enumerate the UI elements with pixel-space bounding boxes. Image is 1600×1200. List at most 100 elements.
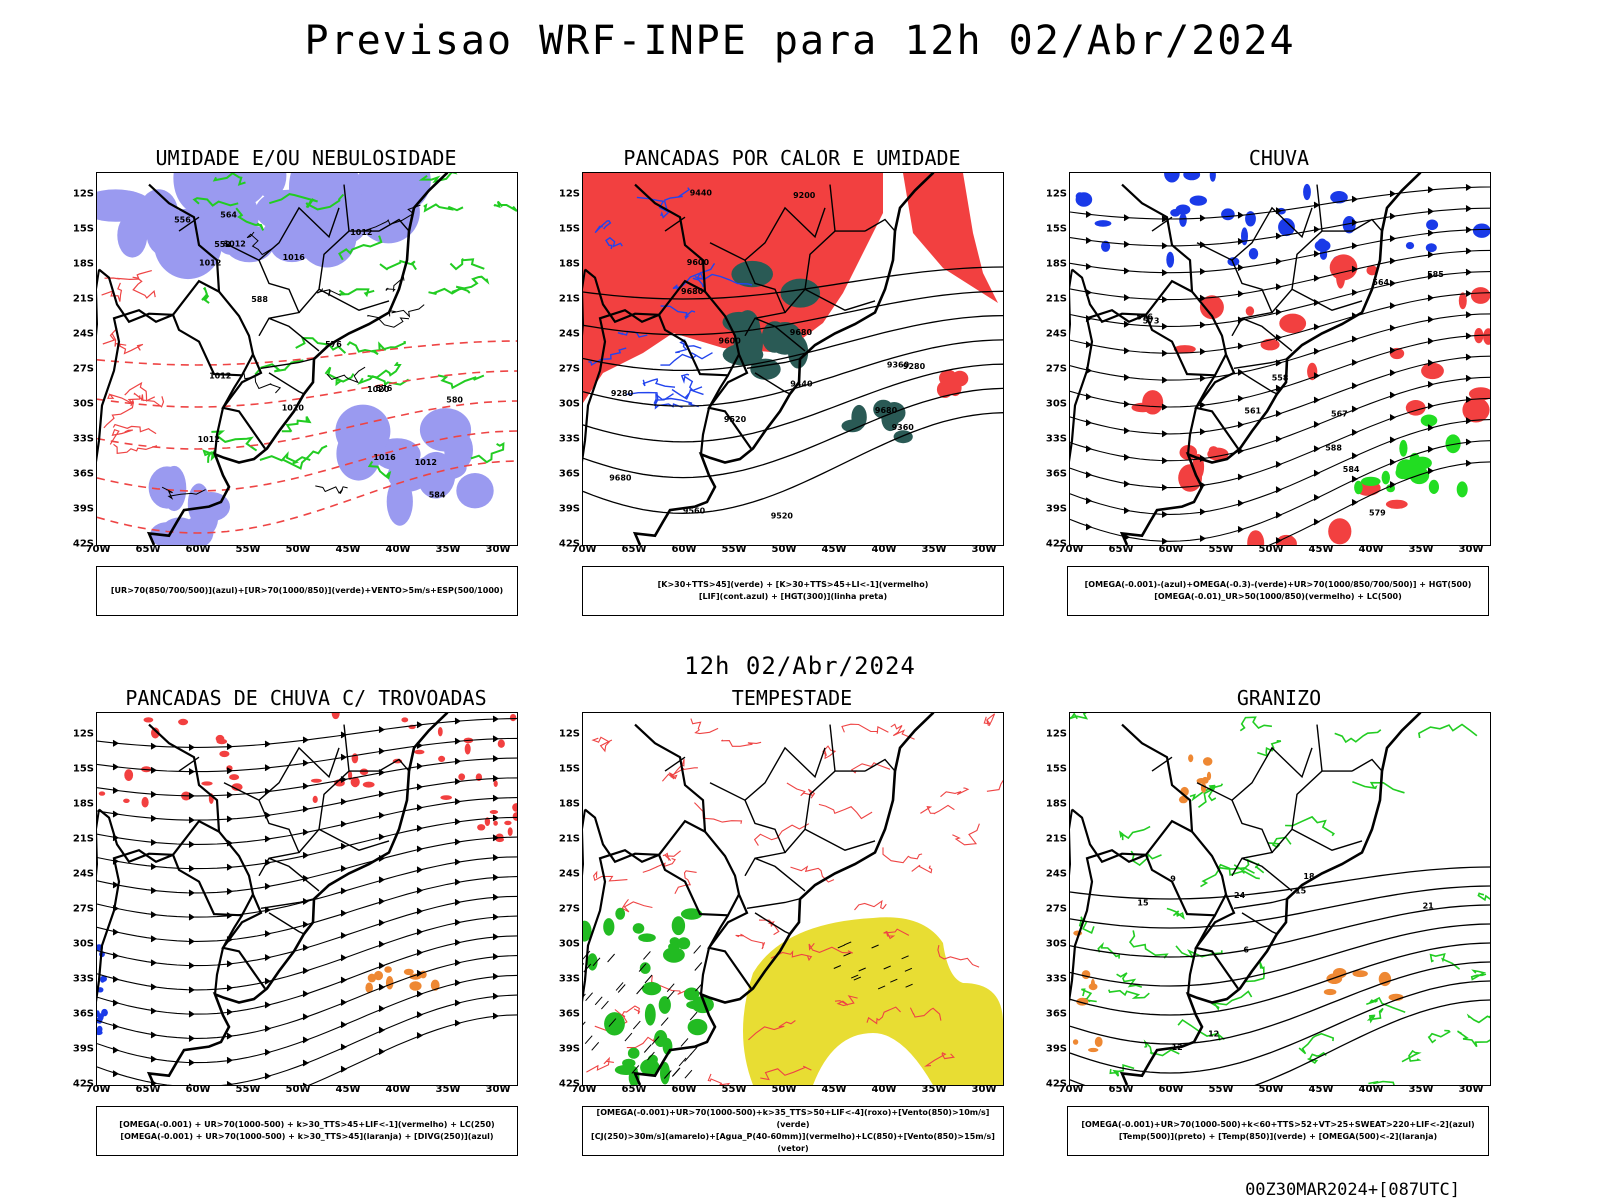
flow-arrow [188, 1083, 192, 1085]
wind-fill-green [583, 920, 592, 942]
storm-fill-red [201, 781, 213, 786]
omega-fill-red [1173, 345, 1196, 354]
flow-arrow [340, 998, 347, 1006]
flow-arrow [454, 959, 461, 967]
country-border [583, 308, 660, 463]
pressure-contour [243, 372, 282, 394]
flow-arrow [340, 865, 347, 873]
flow-arrow [454, 878, 461, 886]
longitude-label: 50W [285, 1084, 311, 1095]
country-border [634, 183, 707, 292]
flow-arrow [378, 919, 385, 927]
contour-label: 9680 [875, 406, 898, 415]
storm-fill-red [215, 734, 225, 743]
humidity-contour-green [449, 257, 485, 271]
omega-fill-green [1428, 479, 1439, 494]
thickness-contour [101, 282, 123, 302]
flow-arrow [188, 1034, 195, 1042]
country-border [98, 268, 174, 324]
flow-arrow [1351, 405, 1358, 413]
longitude-label: 30W [971, 1084, 997, 1095]
latitude-label: 21S [72, 293, 94, 305]
flow-arrow [150, 790, 157, 798]
latitude-label: 30S [1045, 938, 1067, 950]
country-border [1195, 374, 1216, 409]
latitude-axis: 12S 15S 18S 21S 24S 27S 30S 33S 36S 39S 42S [1027, 712, 1067, 1090]
latitude-axis: 12S 15S 18S 21S 24S 27S 30S 33S 36S 39S 42S [540, 712, 580, 1090]
flow-arrow [492, 933, 499, 941]
latitude-label: 27S [72, 363, 94, 375]
omega-fill-blue [1319, 248, 1328, 260]
contour-label: 584 [1343, 465, 1360, 474]
flow-arrow [1389, 414, 1396, 421]
contour-label: 15 [1137, 899, 1149, 908]
precipitable-water-contour [735, 933, 766, 950]
flow-arrow [1199, 321, 1206, 329]
flow-arrow [416, 866, 423, 874]
latitude-label: 39S [1045, 1043, 1067, 1055]
east-coastline [1119, 713, 1422, 1085]
flow-arrow [264, 954, 271, 961]
map-frame [96, 712, 518, 1086]
state-border [1351, 218, 1383, 232]
country-border [148, 183, 221, 292]
contour-label: 18 [1303, 872, 1315, 881]
longitude-label: 60W [185, 544, 211, 555]
panel-title: CHUVA [1248, 146, 1310, 170]
flow-arrow [378, 726, 385, 734]
state-border [178, 216, 200, 232]
state-border [1241, 912, 1278, 935]
omega-fill-blue [1425, 243, 1437, 253]
latitude-label: 42S [72, 538, 94, 550]
humidity-contour-green [254, 359, 304, 376]
panel-umidade: UMIDADE E/OU NEBULOSIDADE 12S 15S 18S 21S 24S… [56, 146, 518, 626]
precipitable-water-contour [841, 723, 889, 734]
flow-arrow [416, 949, 423, 957]
contour-label: 9680 [609, 473, 632, 482]
flow-arrow [150, 983, 157, 991]
flow-arrow [1161, 510, 1168, 518]
omega-fill-blue [1248, 248, 1259, 260]
wind-vector [632, 1020, 641, 1030]
latitude-label: 27S [558, 903, 580, 915]
longitude-axis: 70W 65W 60W 55W 50W 45W 40W 35W 30W [572, 1084, 1002, 1098]
flow-arrow [492, 913, 499, 921]
flow-arrow [112, 999, 119, 1007]
humidity-contour-green [281, 416, 312, 433]
storm-fill-red [331, 713, 340, 720]
precipitable-water-contour [621, 898, 653, 913]
country-border [148, 723, 221, 832]
state-border [260, 898, 314, 909]
temp-850-contour [1368, 1080, 1395, 1085]
humidity-contour-green [338, 235, 383, 261]
country-border [708, 374, 729, 409]
flow-arrow [226, 1008, 233, 1016]
state-border [784, 230, 865, 313]
temp-850-contour [1352, 781, 1405, 794]
latitude-label: 18S [72, 798, 94, 810]
state-border [1231, 799, 1273, 877]
flow-arrow [1275, 283, 1282, 291]
contour-label: 1012 [224, 240, 246, 249]
flow-arrow [1389, 279, 1396, 287]
omega-fill-orange [1206, 771, 1212, 781]
latitude-label: 15S [1045, 223, 1067, 235]
latitude-axis: 12S 15S 18S 21S 24S 27S 30S 33S 36S 39S 42S [540, 172, 580, 550]
flow-arrow [416, 824, 423, 832]
flow-arrow [112, 1070, 119, 1078]
omega-fill-green [1361, 476, 1381, 486]
flow-arrow [1123, 240, 1130, 248]
flow-arrow [188, 1059, 195, 1067]
state-border [664, 756, 686, 772]
flow-arrow [1123, 427, 1130, 435]
storm-fill-red [229, 774, 240, 781]
wind-vector [680, 1038, 689, 1047]
omega-fill-blue [1472, 223, 1490, 238]
omega-fill-green [1395, 466, 1411, 480]
latitude-label: 24S [558, 868, 580, 880]
flow-arrow [1199, 535, 1206, 542]
flow-arrow [416, 1032, 423, 1039]
contour-label: 24 [1234, 891, 1246, 900]
latitude-label: 18S [1045, 258, 1067, 270]
latitude-label: 33S [558, 973, 580, 985]
